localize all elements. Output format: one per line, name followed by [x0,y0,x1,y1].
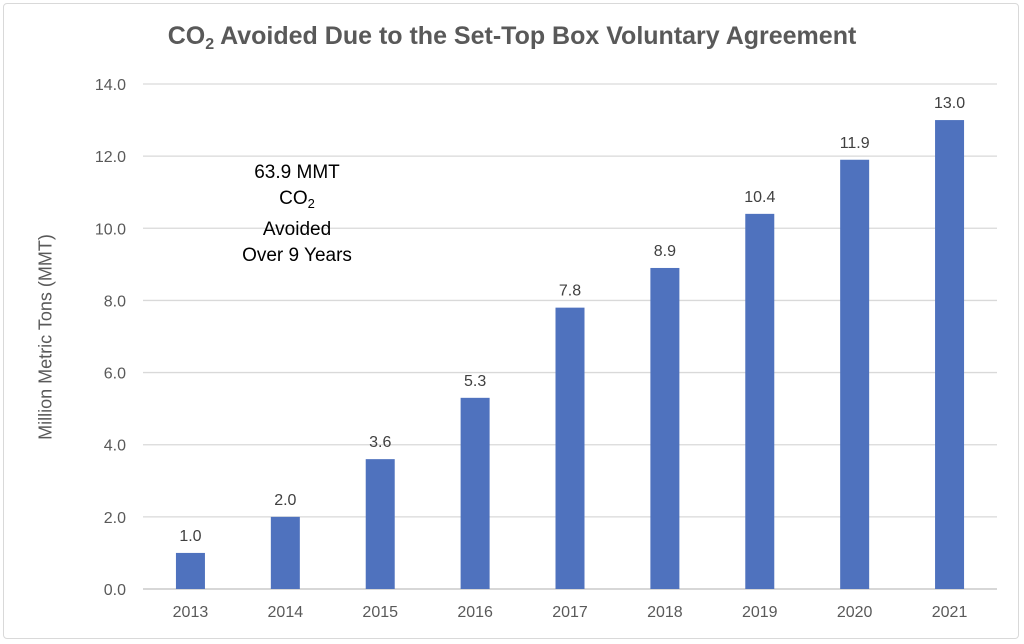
x-tick-label: 2018 [647,604,683,621]
bar [745,213,775,589]
bar [935,120,965,590]
data-label: 11.9 [840,135,870,152]
data-label: 13.0 [934,95,965,112]
x-tick-label: 2015 [362,604,398,621]
bar [365,459,395,589]
y-tick-label: 12.0 [95,149,126,166]
title-co: CO [167,22,206,50]
chart-title: CO2 Avoided Due to the Set-Top Box Volun… [0,22,1024,54]
x-tick-label: 2014 [268,604,304,621]
bar [460,397,490,589]
chart-border [3,3,1019,639]
bar [175,552,205,589]
bar [555,307,585,589]
x-tick-label: 2020 [837,604,873,621]
annotation-co: CO [279,188,308,209]
y-tick-label: 10.0 [95,221,126,238]
data-label: 10.4 [744,189,775,206]
annotation-line-1: 63.9 MMT [254,162,340,183]
bar [270,516,300,589]
bar [650,267,680,589]
y-tick-label: 4.0 [104,438,126,455]
x-tick-label: 2013 [173,604,209,621]
bar [840,159,870,589]
y-tick-label: 8.0 [104,293,126,310]
y-tick-label: 2.0 [104,510,126,527]
annotation-line-4: Over 9 Years [242,245,352,266]
data-label: 1.0 [179,528,201,545]
data-label: 3.6 [369,434,391,451]
x-tick-label: 2016 [457,604,493,621]
data-label: 2.0 [274,492,296,509]
annotation-line-3: Avoided [262,219,332,240]
y-tick-label: 0.0 [104,582,126,599]
title-subscript: 2 [205,36,215,53]
total-annotation: 63.9 MMT CO2 Avoided Over 9 Years [232,160,362,269]
data-label: 7.8 [559,283,581,300]
x-tick-label: 2017 [552,604,588,621]
data-label: 8.9 [654,243,676,260]
data-label: 5.3 [464,373,486,390]
annotation-line-2: CO2 [232,186,362,217]
title-rest: Avoided Due to the Set-Top Box Voluntary… [214,22,857,50]
y-tick-label: 14.0 [95,77,126,94]
x-tick-label: 2021 [932,604,968,621]
x-tick-label: 2019 [742,604,778,621]
annotation-subscript: 2 [307,196,315,211]
y-tick-label: 6.0 [104,366,126,383]
